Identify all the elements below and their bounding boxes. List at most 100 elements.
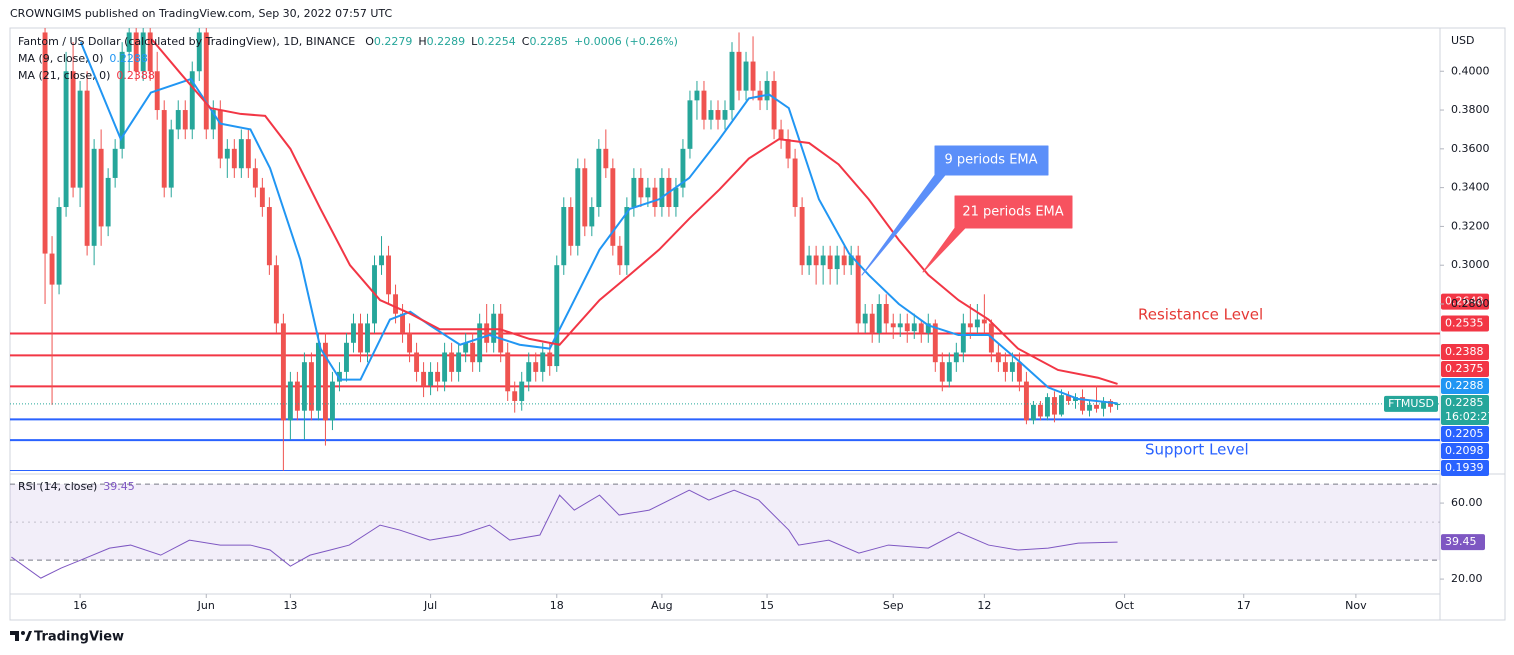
symbol-tag-text: FTMUSD <box>1388 397 1434 410</box>
candle-body <box>351 323 356 343</box>
rsi-tick-label: 20.00 <box>1451 572 1483 585</box>
candle-body <box>126 32 132 52</box>
candle-body <box>498 313 504 353</box>
ema9-callout <box>861 145 1049 276</box>
candle-body <box>1002 362 1008 372</box>
ohlc-label: L <box>471 35 478 48</box>
resistance-label: Resistance Level <box>1138 306 1263 324</box>
symbol-name: Fantom / US Dollar (calculated by Tradin… <box>18 35 355 48</box>
price-label: 0.2648 <box>1445 295 1484 308</box>
candle-body <box>477 323 483 363</box>
ohlc-value: 0.2285 <box>529 35 568 48</box>
rsi-band <box>10 484 1440 561</box>
candle-body <box>280 323 286 421</box>
candle-body <box>105 177 111 227</box>
rsi-value-box <box>1441 534 1485 551</box>
candle-body <box>428 371 434 386</box>
candle-body <box>631 177 637 208</box>
candle-body <box>911 323 917 332</box>
candle-body <box>582 168 588 227</box>
y-tick-label: 0.3200 <box>1451 219 1490 232</box>
candle-body <box>168 129 174 188</box>
candle-body <box>561 207 567 266</box>
candle-body <box>1073 397 1078 401</box>
price-label: 0.2098 <box>1445 444 1484 457</box>
candle-body <box>63 71 69 208</box>
candle-body <box>203 32 209 130</box>
price-label-box <box>1441 378 1489 394</box>
candle-body <box>925 323 931 334</box>
ma-legend: MA (21, close, 0) 0.2388 <box>18 69 155 82</box>
candle-body <box>610 168 616 246</box>
candle-body <box>140 32 146 72</box>
candle-body <box>1080 397 1085 411</box>
candle-body <box>981 319 987 324</box>
candle-body <box>1030 404 1036 421</box>
y-tick-label: 0.4000 <box>1451 64 1490 77</box>
candle-body <box>119 51 125 149</box>
candle-body <box>386 255 391 295</box>
x-tick-label: 12 <box>977 599 991 612</box>
ma-value: 0.2388 <box>116 69 155 82</box>
candle-body <box>449 352 455 372</box>
candle-body <box>974 319 980 328</box>
candle-body <box>792 158 798 208</box>
candle-body <box>645 187 651 198</box>
candle-body <box>785 139 791 159</box>
candle-body <box>189 71 195 130</box>
currency: USD <box>1451 34 1475 47</box>
candle-body <box>820 255 826 266</box>
candle-body <box>701 90 707 120</box>
candle-body <box>547 352 553 367</box>
price-label: 0.2285 <box>1445 396 1484 409</box>
candle-body <box>862 313 868 324</box>
candle-body <box>294 381 300 411</box>
candle-body <box>147 32 153 72</box>
candle-body <box>890 323 896 328</box>
candle-body <box>722 110 728 120</box>
ma-legend: MA (9, close, 0) 0.2288 <box>18 52 148 65</box>
candle-body <box>708 110 714 120</box>
price-label: 0.2375 <box>1445 362 1484 375</box>
candle-body <box>463 342 469 353</box>
candle-body <box>1044 397 1050 417</box>
candle-body <box>112 148 118 178</box>
candle-body <box>967 323 973 328</box>
x-tick-label: 13 <box>283 599 297 612</box>
ma-name: MA (9, close, 0) <box>18 52 103 65</box>
candle-body <box>84 90 90 246</box>
x-tick-label: 16 <box>73 599 87 612</box>
rsi-title: RSI (14, close) <box>18 480 97 493</box>
candle-body <box>273 265 279 324</box>
candle-body <box>876 304 882 334</box>
candle-body <box>400 313 406 334</box>
candle-body <box>533 362 539 372</box>
candle-body <box>680 148 686 188</box>
ohlc-value: 0.2279 <box>374 35 413 48</box>
candle-body <box>210 110 216 130</box>
candle-body <box>883 304 889 324</box>
candle-body <box>133 32 139 72</box>
candle-body <box>624 207 630 266</box>
x-tick-label: Sep <box>883 599 904 612</box>
candle-body <box>603 148 609 169</box>
candle-body <box>827 255 833 270</box>
candle-body <box>869 313 875 334</box>
x-tick-label: Jun <box>197 599 215 612</box>
candle-body <box>1108 400 1113 407</box>
tradingview-logo <box>10 631 32 641</box>
callout-text: 9 periods EMA <box>944 153 1037 168</box>
candle-body <box>750 61 756 91</box>
candle-body <box>694 90 700 101</box>
candle-body <box>196 32 202 72</box>
y-tick-label: 0.3600 <box>1451 142 1490 155</box>
candle-body <box>1016 362 1022 382</box>
candle-body <box>512 391 518 401</box>
price-label: 0.2388 <box>1445 345 1484 358</box>
x-tick-label: Jul <box>423 599 437 612</box>
candle-body <box>659 177 665 208</box>
candle-body <box>56 207 62 285</box>
candle-body <box>687 100 693 149</box>
candle-body <box>484 323 490 343</box>
ohlc-label: C <box>522 35 530 48</box>
